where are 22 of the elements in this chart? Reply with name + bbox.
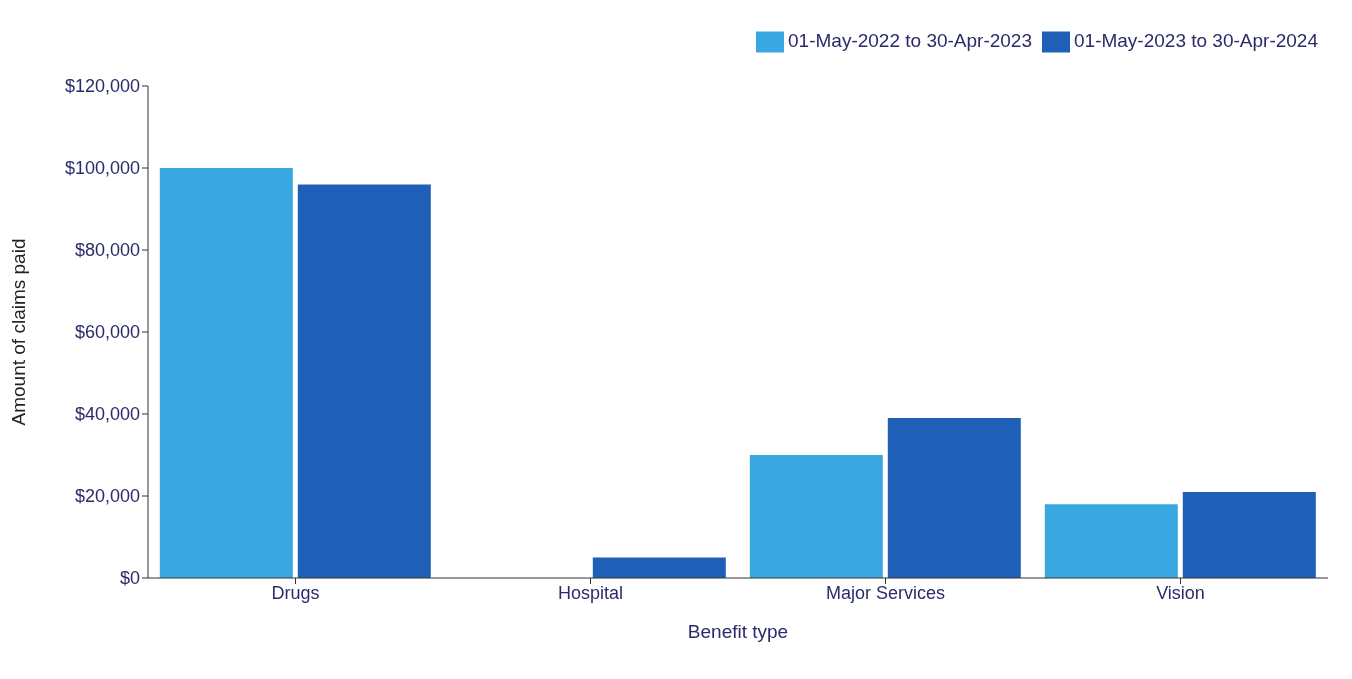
bar	[749, 455, 883, 578]
legend-label: 01-May-2023 to 30-Apr-2024	[1074, 30, 1318, 52]
y-tick-label: $120,000	[64, 76, 140, 97]
y-axis-title: Amount of claims paid	[7, 238, 29, 426]
x-axis-title: Benefit type	[687, 621, 789, 642]
y-tick-label: $100,000	[64, 158, 140, 179]
bar	[1182, 491, 1316, 578]
x-tick-label: Major Services	[825, 582, 946, 603]
y-tick-label: $20,000	[74, 486, 140, 507]
y-tick-label: $40,000	[74, 404, 140, 425]
y-tick-label: $60,000	[74, 322, 140, 343]
bar	[1044, 504, 1178, 578]
legend-label: 01-May-2022 to 30-Apr-2023	[788, 30, 1033, 52]
x-tick-label: Vision	[1156, 582, 1205, 603]
y-tick-label: $0	[119, 568, 140, 589]
y-tick-label: $80,000	[74, 240, 140, 261]
bar	[297, 184, 431, 578]
x-tick-label: Drugs	[271, 582, 320, 603]
bar	[159, 168, 293, 578]
x-tick-label: Hospital	[557, 582, 624, 603]
bar	[887, 418, 1021, 578]
bar	[592, 557, 726, 578]
